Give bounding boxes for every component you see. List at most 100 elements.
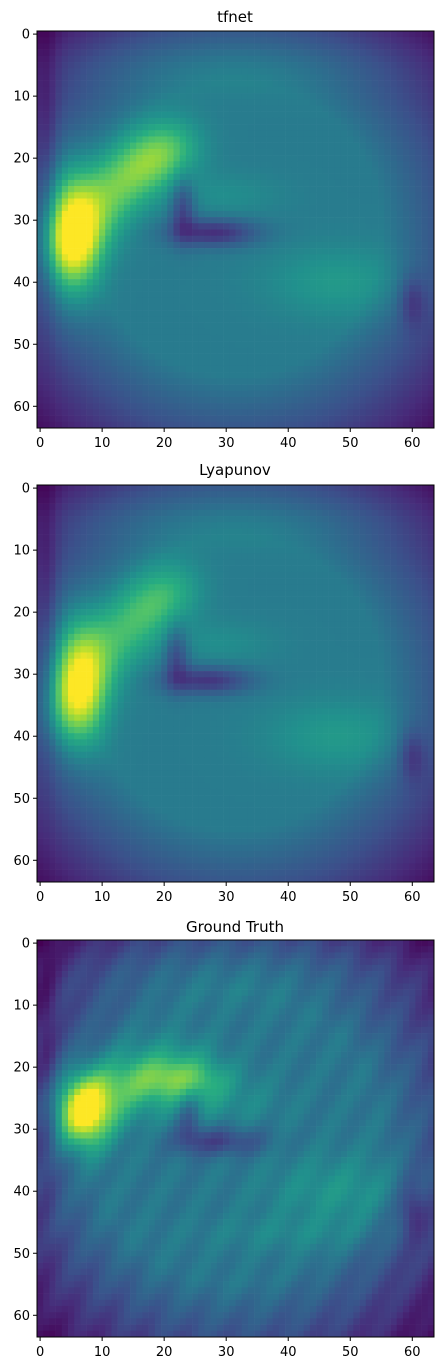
heatmap-cell bbox=[99, 55, 106, 63]
heatmap-cell bbox=[247, 310, 255, 317]
heatmap-cell bbox=[427, 93, 435, 100]
heatmap-cell bbox=[359, 260, 367, 268]
heatmap-cell bbox=[216, 31, 224, 38]
heatmap-cell bbox=[229, 503, 236, 511]
heatmap-cell bbox=[359, 68, 367, 75]
heatmap-cell bbox=[80, 509, 87, 517]
heatmap-cell bbox=[204, 285, 211, 292]
heatmap-cell bbox=[291, 223, 298, 230]
heatmap-cell bbox=[142, 260, 149, 268]
heatmap-cell bbox=[396, 403, 404, 410]
heatmap-cell bbox=[235, 192, 242, 199]
heatmap-cell bbox=[384, 272, 391, 280]
heatmap-cell bbox=[371, 55, 379, 63]
heatmap-cell bbox=[278, 223, 286, 230]
heatmap-cell bbox=[396, 303, 404, 311]
heatmap-cell bbox=[80, 365, 87, 373]
heatmap-cell bbox=[43, 328, 50, 336]
heatmap-cell bbox=[396, 378, 404, 385]
heatmap-cell bbox=[303, 390, 311, 398]
heatmap-cell bbox=[378, 161, 385, 168]
heatmap-cell bbox=[185, 62, 193, 69]
heatmap-cell bbox=[216, 421, 224, 429]
heatmap-cell bbox=[185, 142, 193, 150]
heatmap-cell bbox=[148, 62, 156, 69]
heatmap-cell bbox=[278, 124, 286, 131]
heatmap-cell bbox=[74, 384, 81, 392]
heatmap-cell bbox=[117, 86, 125, 94]
heatmap-cell bbox=[297, 403, 305, 410]
heatmap-cell bbox=[316, 516, 323, 523]
heatmap-cell bbox=[117, 322, 125, 330]
heatmap-cell bbox=[130, 503, 137, 511]
heatmap-cell bbox=[390, 68, 398, 75]
heatmap-cell bbox=[105, 43, 112, 50]
heatmap-cell bbox=[43, 341, 50, 348]
heatmap-cell bbox=[86, 37, 94, 44]
heatmap-cell bbox=[130, 565, 137, 573]
heatmap-cell bbox=[291, 266, 298, 274]
heatmap-cell bbox=[105, 491, 112, 498]
heatmap-cell bbox=[347, 117, 354, 125]
heatmap-cell bbox=[291, 322, 298, 330]
heatmap-cell bbox=[390, 167, 398, 174]
heatmap-cell bbox=[154, 117, 162, 125]
heatmap-cell bbox=[384, 359, 391, 367]
heatmap-cell bbox=[272, 223, 280, 230]
heatmap-cell bbox=[229, 565, 236, 573]
heatmap-cell bbox=[235, 186, 242, 193]
heatmap-cell bbox=[347, 130, 354, 137]
heatmap-cell bbox=[37, 334, 44, 342]
heatmap-cell bbox=[384, 322, 391, 330]
heatmap-cell bbox=[61, 260, 69, 268]
heatmap-cell bbox=[340, 105, 348, 112]
heatmap-cell bbox=[235, 409, 242, 416]
heatmap-cell bbox=[427, 503, 435, 511]
heatmap-cell bbox=[309, 155, 317, 162]
heatmap-cell bbox=[37, 167, 44, 174]
heatmap-cell bbox=[229, 229, 236, 236]
heatmap-cell bbox=[247, 421, 255, 429]
heatmap-cell bbox=[105, 62, 112, 69]
heatmap-cell bbox=[409, 111, 416, 119]
heatmap-cell bbox=[340, 310, 348, 317]
heatmap-cell bbox=[161, 378, 168, 385]
heatmap-cell bbox=[303, 334, 311, 342]
heatmap-cell bbox=[142, 285, 149, 292]
heatmap-cell bbox=[154, 93, 162, 100]
heatmap-cell bbox=[316, 534, 323, 542]
heatmap-cell bbox=[204, 291, 211, 299]
heatmap-cell bbox=[185, 359, 193, 367]
heatmap-cell bbox=[353, 396, 360, 404]
heatmap-cell bbox=[297, 62, 305, 69]
heatmap-cell bbox=[105, 297, 112, 305]
heatmap-cell bbox=[61, 117, 69, 125]
heatmap-cell bbox=[229, 167, 236, 174]
heatmap-cell bbox=[179, 55, 187, 63]
heatmap-cell bbox=[161, 111, 168, 119]
heatmap-cell bbox=[117, 173, 125, 181]
heatmap-cell bbox=[55, 565, 63, 573]
heatmap-cell bbox=[278, 93, 286, 100]
heatmap-cell bbox=[80, 198, 87, 205]
heatmap-cell bbox=[198, 322, 205, 330]
heatmap-cell bbox=[80, 553, 87, 560]
heatmap-cell bbox=[303, 93, 311, 100]
heatmap-cell bbox=[111, 421, 118, 429]
heatmap-cell bbox=[74, 186, 81, 193]
heatmap-cell bbox=[136, 80, 143, 88]
heatmap-cell bbox=[260, 553, 267, 560]
heatmap-cell bbox=[334, 31, 342, 38]
heatmap-cell bbox=[365, 528, 373, 535]
heatmap-cell bbox=[55, 328, 63, 336]
heatmap-cell bbox=[328, 534, 336, 542]
heatmap-cell bbox=[161, 241, 168, 249]
heatmap-cell bbox=[80, 353, 87, 361]
heatmap-cell bbox=[92, 528, 100, 535]
heatmap-cell bbox=[74, 297, 81, 305]
heatmap-cell bbox=[359, 291, 367, 299]
heatmap-cell bbox=[241, 55, 249, 63]
heatmap-cell bbox=[247, 223, 255, 230]
heatmap-cell bbox=[353, 173, 360, 181]
heatmap-cell bbox=[347, 322, 354, 330]
